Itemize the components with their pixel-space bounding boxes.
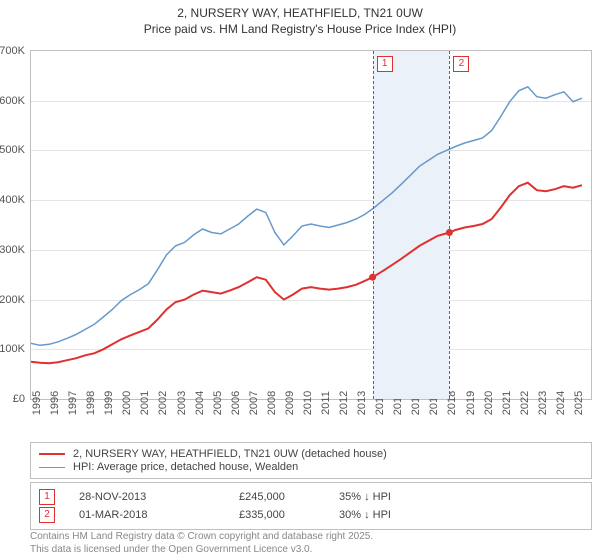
chart-container: 2, NURSERY WAY, HEATHFIELD, TN21 0UW Pri…	[0, 0, 600, 560]
legend-label: 2, NURSERY WAY, HEATHFIELD, TN21 0UW (de…	[73, 448, 387, 460]
marker-line	[373, 51, 374, 399]
title-block: 2, NURSERY WAY, HEATHFIELD, TN21 0UW Pri…	[0, 0, 600, 37]
y-tick-label: £600K	[0, 95, 25, 107]
transaction-price: £335,000	[239, 509, 339, 521]
marker-number-box: 2	[453, 56, 469, 72]
footer-line1: Contains HM Land Registry data © Crown c…	[30, 530, 373, 543]
title-line1: 2, NURSERY WAY, HEATHFIELD, TN21 0UW	[0, 6, 600, 22]
transaction-number: 2	[39, 507, 55, 523]
y-tick-label: £200K	[0, 294, 25, 306]
transaction-row: 2 01-MAR-2018£335,00030% ↓ HPI	[39, 507, 583, 523]
transactions-box: 1 28-NOV-2013£245,00035% ↓ HPI 2 01-MAR-201…	[30, 482, 592, 530]
legend-label: HPI: Average price, detached house, Weal…	[73, 461, 298, 473]
series-hpi	[31, 87, 582, 346]
y-tick-label: £500K	[0, 144, 25, 156]
y-tick-label: £700K	[0, 45, 25, 57]
y-tick-label: £300K	[0, 244, 25, 256]
legend-box: 2, NURSERY WAY, HEATHFIELD, TN21 0UW (de…	[30, 442, 592, 479]
transaction-number: 1	[39, 489, 55, 505]
transaction-delta: 35% ↓ HPI	[339, 491, 391, 503]
transaction-delta: 30% ↓ HPI	[339, 509, 391, 521]
series-price_paid	[31, 183, 582, 364]
legend-swatch	[39, 453, 65, 455]
y-tick-label: £400K	[0, 194, 25, 206]
transaction-date: 01-MAR-2018	[79, 509, 239, 521]
footer-text: Contains HM Land Registry data © Crown c…	[30, 530, 373, 556]
legend-swatch	[39, 467, 65, 468]
transaction-row: 1 28-NOV-2013£245,00035% ↓ HPI	[39, 489, 583, 505]
chart-svg	[31, 51, 591, 399]
chart-plot-area: £0£100K£200K£300K£400K£500K£600K£700K199…	[30, 50, 592, 400]
footer-line2: This data is licensed under the Open Gov…	[30, 543, 373, 556]
marker-number-box: 1	[377, 56, 393, 72]
title-line2: Price paid vs. HM Land Registry's House …	[0, 22, 600, 38]
y-tick-label: £0	[13, 393, 25, 405]
legend-item: 2, NURSERY WAY, HEATHFIELD, TN21 0UW (de…	[39, 448, 583, 460]
transaction-date: 28-NOV-2013	[79, 491, 239, 503]
marker-line	[449, 51, 450, 399]
transaction-price: £245,000	[239, 491, 339, 503]
y-tick-label: £100K	[0, 343, 25, 355]
legend-item: HPI: Average price, detached house, Weal…	[39, 461, 583, 473]
